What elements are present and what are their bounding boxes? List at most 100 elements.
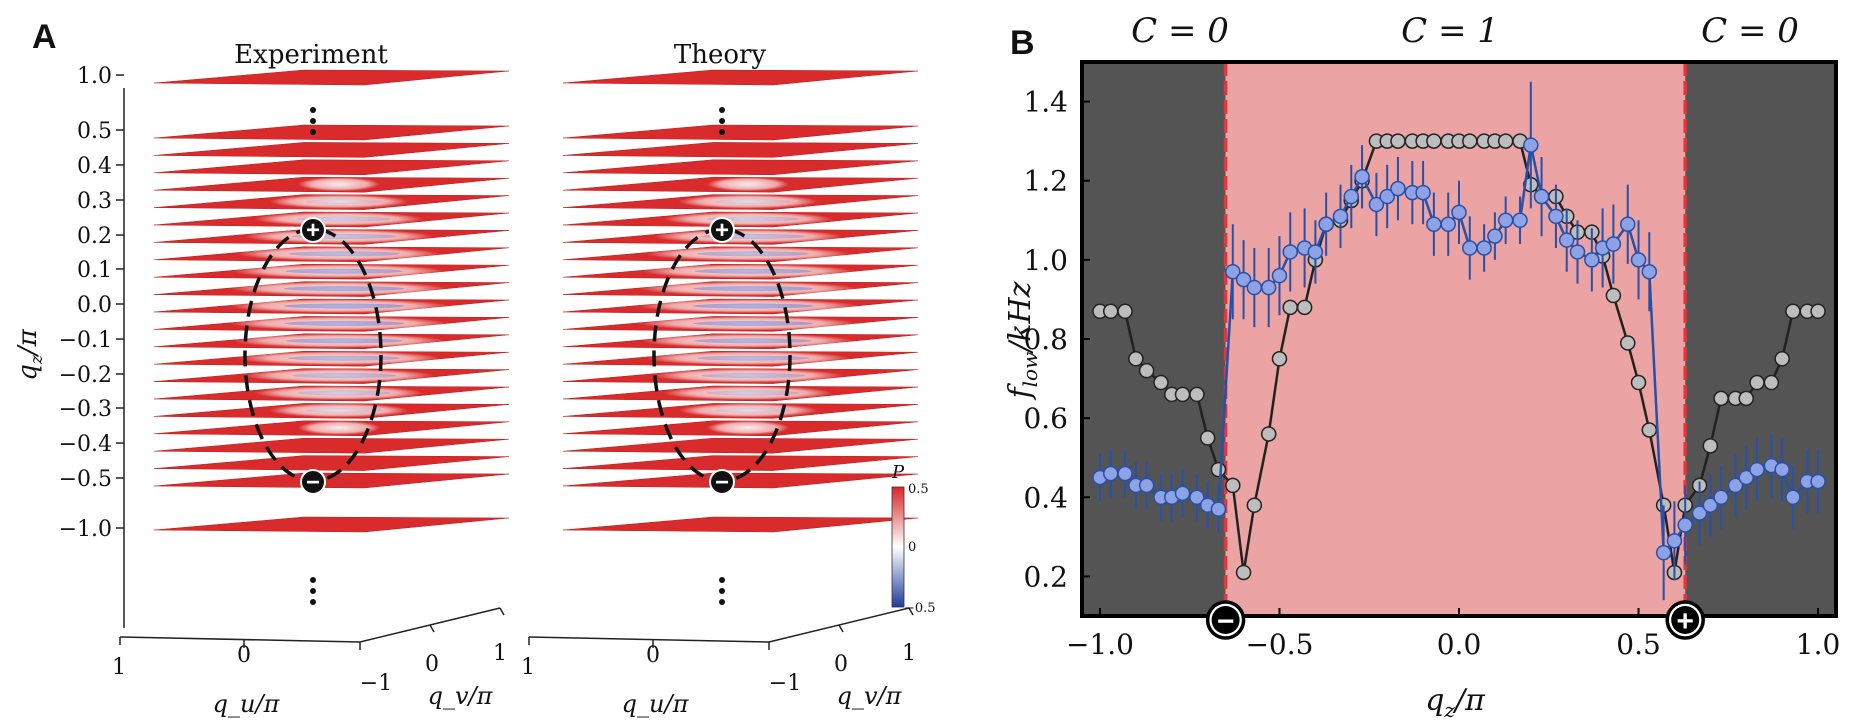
experiment-v-label: q_v/π	[428, 682, 494, 710]
theory-plane-stack	[562, 69, 919, 533]
data-point	[1246, 279, 1263, 296]
x-tick-label: −1.0	[1066, 628, 1134, 661]
plane	[562, 437, 919, 454]
polarization-core	[700, 373, 806, 379]
polarization-core	[283, 303, 405, 309]
data-point	[1691, 505, 1708, 521]
data-point	[1749, 461, 1765, 478]
data-point	[1713, 390, 1729, 407]
polarization-core	[706, 390, 800, 396]
plane	[562, 124, 919, 141]
polarization-core	[291, 373, 397, 379]
data-point	[1533, 188, 1550, 205]
polarization-core	[297, 390, 391, 396]
data-point	[1655, 544, 1672, 561]
data-point	[1558, 232, 1575, 248]
polarization-core	[321, 425, 366, 430]
data-point	[1569, 244, 1586, 260]
x-tick-label: 0.0	[1437, 628, 1482, 661]
panel-b-letter: B	[1010, 24, 1035, 62]
region-right-trivial	[1685, 62, 1836, 616]
svg-text:+: +	[1676, 605, 1694, 638]
z-axis: 1.0 0.5 0.4 0.3 0.2 0.1 0.0 −0.1 −0.2 −0.3 −0.4 −0.…	[13, 64, 125, 628]
polarization-blob	[244, 229, 434, 244]
plane	[153, 69, 510, 86]
data-point	[1189, 489, 1205, 506]
polarization-core	[694, 268, 812, 274]
y-tick-label: 0.4	[1023, 481, 1068, 514]
data-point	[1605, 236, 1622, 252]
theory-u-label: q_u/π	[622, 690, 690, 718]
data-point	[1738, 469, 1754, 486]
plane	[153, 142, 510, 158]
data-point	[1641, 422, 1658, 438]
plane	[153, 124, 510, 141]
data-point	[1584, 252, 1600, 268]
polarization-core	[288, 251, 400, 257]
data-point	[1354, 169, 1370, 185]
z-tick-labels: 1.0 0.5 0.4 0.3 0.2 0.1 0.0 −0.1 −0.2 −0.3 −0.4 −0.…	[59, 64, 124, 542]
z-tick-label: −0.3	[59, 397, 112, 422]
z-tick-label: 0.3	[77, 189, 112, 214]
z-tick-label: −0.2	[59, 363, 112, 388]
data-point	[1548, 208, 1564, 225]
data-point	[1523, 137, 1539, 153]
polarization-blob	[254, 212, 424, 226]
theory-minus-marker: −	[709, 469, 735, 496]
data-point	[1225, 477, 1241, 494]
data-point	[1426, 216, 1442, 232]
colorbar-max: 0.5	[908, 482, 929, 497]
boundary-markers: − +	[1205, 600, 1705, 640]
data-point	[1174, 485, 1191, 502]
z-tick-label: 1.0	[77, 64, 112, 89]
experiment-base-tick-labels: 1 0 −1 0 1 q_u/π q_v/π	[112, 641, 507, 718]
panel-a-stacked-planes: Experiment Theory 1.0 0.5 0.4 0.3 0.2 0.1 0.0 −…	[13, 40, 936, 718]
data-point	[1810, 303, 1826, 320]
z-tick-label: −0.1	[59, 328, 112, 353]
polarization-core	[697, 251, 809, 257]
x-tick-label: 0.5	[1616, 628, 1661, 661]
theory-v-label: q_v/π	[837, 682, 903, 710]
data-point	[1271, 267, 1288, 284]
data-point	[1368, 196, 1385, 213]
theory-base-axes	[528, 607, 914, 650]
plane	[153, 516, 510, 533]
polarization-blob	[663, 386, 833, 400]
data-point	[1235, 271, 1252, 288]
polarization-core	[305, 199, 383, 205]
data-point	[1702, 438, 1719, 454]
polarization-blob	[269, 194, 409, 209]
polarization-core	[305, 407, 383, 413]
data-point	[1512, 212, 1528, 229]
polarization-core	[692, 303, 814, 309]
polarization-blob	[653, 229, 843, 244]
plane	[153, 159, 510, 176]
y-tick-label: 0.6	[1023, 402, 1068, 435]
data-point	[1713, 489, 1729, 506]
z-tick-label: 0.1	[77, 258, 112, 283]
data-point	[1117, 465, 1133, 482]
plane	[153, 472, 510, 489]
data-point	[1727, 477, 1744, 494]
axis-ticks: −1.0 −0.5 0.0 0.5 1.0 0.2 0.4 0.6 0.8 1.0 1.2 1.4	[1023, 86, 1840, 661]
polarization-core	[321, 182, 366, 187]
colorbar-title: P	[891, 462, 905, 483]
polarization-core	[730, 182, 775, 187]
plane	[562, 159, 919, 176]
svg-text:−1: −1	[360, 671, 392, 696]
polarization-blob	[237, 351, 441, 366]
phase-regions	[1082, 62, 1836, 616]
data-point	[1246, 497, 1263, 513]
experiment-base-axes	[119, 607, 505, 650]
z-tick-label: −0.5	[59, 467, 112, 492]
experiment-plane-stack	[153, 69, 510, 533]
panel-b-chart: −1.0 −0.5 0.0 0.5 1.0 0.2 0.4 0.6 0.8 1.0 1.2 1.4 C…	[1003, 11, 1840, 722]
svg-text:1: 1	[902, 641, 916, 666]
region-left-trivial	[1082, 62, 1226, 616]
data-point	[1620, 216, 1636, 232]
data-point	[1738, 390, 1754, 407]
data-point	[1630, 252, 1647, 268]
data-point	[1174, 386, 1191, 403]
data-point	[1785, 303, 1801, 320]
polarization-core	[283, 320, 405, 326]
